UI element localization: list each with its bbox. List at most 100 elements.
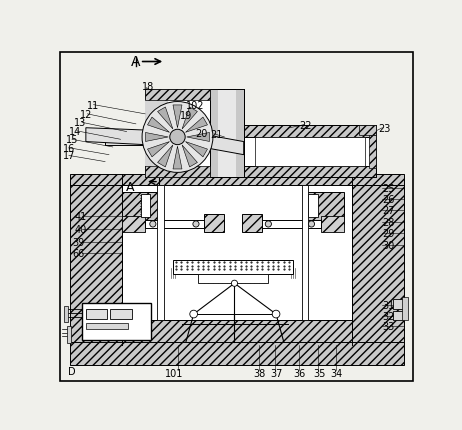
Bar — [302, 186, 309, 320]
Polygon shape — [105, 131, 145, 145]
Text: 22: 22 — [299, 120, 312, 130]
Text: A: A — [131, 55, 140, 69]
Bar — [145, 90, 210, 178]
Bar — [122, 192, 161, 224]
Bar — [110, 309, 132, 320]
Bar — [122, 216, 145, 233]
Text: 39: 39 — [73, 238, 85, 248]
Bar — [352, 184, 404, 345]
Bar — [145, 90, 210, 101]
Polygon shape — [86, 129, 145, 145]
Text: 38: 38 — [254, 368, 266, 378]
Polygon shape — [158, 146, 173, 168]
Text: D: D — [68, 366, 76, 376]
Polygon shape — [147, 118, 170, 133]
Polygon shape — [146, 133, 168, 142]
Bar — [82, 304, 152, 341]
Bar — [70, 175, 404, 185]
Polygon shape — [182, 108, 197, 130]
Bar — [309, 194, 318, 218]
Bar — [64, 307, 68, 322]
Text: 13: 13 — [74, 118, 86, 128]
Polygon shape — [173, 147, 182, 169]
Bar — [321, 216, 344, 233]
Bar — [255, 138, 365, 167]
Bar — [145, 167, 210, 178]
Bar — [173, 261, 293, 274]
Circle shape — [170, 130, 185, 145]
Text: 20: 20 — [195, 129, 207, 139]
Text: 37: 37 — [270, 368, 282, 378]
Text: 27: 27 — [383, 206, 395, 215]
Text: 36: 36 — [294, 368, 306, 378]
Bar — [261, 221, 321, 228]
Bar — [210, 90, 218, 178]
Circle shape — [193, 221, 199, 227]
Bar — [122, 185, 352, 320]
Text: 31: 31 — [383, 300, 395, 310]
Bar — [393, 311, 404, 320]
Bar — [242, 215, 262, 233]
Text: 25: 25 — [383, 183, 395, 194]
Bar — [70, 342, 404, 365]
Text: 35: 35 — [313, 368, 325, 378]
Bar — [67, 327, 71, 344]
Bar — [244, 126, 376, 138]
Bar — [244, 167, 376, 178]
Text: 18: 18 — [142, 82, 154, 92]
Text: 19: 19 — [180, 111, 192, 120]
Text: 29: 29 — [383, 229, 395, 239]
Bar — [86, 323, 128, 329]
Bar — [244, 126, 376, 178]
Text: 11: 11 — [87, 100, 99, 111]
Bar — [236, 90, 244, 178]
Text: 66: 66 — [73, 249, 85, 258]
Polygon shape — [210, 136, 244, 155]
Bar — [122, 320, 352, 345]
Bar — [86, 309, 108, 320]
Text: 15: 15 — [66, 135, 78, 145]
Bar — [145, 101, 168, 167]
Bar — [198, 274, 268, 284]
Text: 33: 33 — [383, 322, 395, 332]
Text: 41: 41 — [74, 212, 86, 222]
Circle shape — [231, 280, 237, 287]
Bar — [204, 215, 224, 233]
Text: 21: 21 — [210, 129, 222, 140]
Bar — [369, 136, 376, 169]
Circle shape — [272, 310, 280, 318]
Bar — [359, 126, 376, 136]
Text: 40: 40 — [74, 225, 86, 235]
Bar — [70, 184, 122, 345]
Bar — [402, 298, 408, 320]
Bar — [210, 90, 244, 178]
Circle shape — [309, 221, 315, 227]
Circle shape — [142, 102, 213, 173]
Text: 102: 102 — [186, 100, 205, 111]
Circle shape — [150, 221, 156, 227]
Text: 17: 17 — [63, 151, 75, 161]
Bar — [393, 299, 404, 310]
Polygon shape — [185, 118, 207, 133]
Text: 32: 32 — [383, 311, 395, 321]
Polygon shape — [185, 142, 207, 157]
Text: 14: 14 — [69, 126, 81, 136]
Text: 28: 28 — [383, 217, 395, 227]
Text: 16: 16 — [63, 144, 75, 154]
Polygon shape — [187, 133, 209, 142]
Text: 23: 23 — [378, 123, 391, 133]
Circle shape — [190, 310, 198, 318]
Polygon shape — [158, 108, 173, 130]
Bar — [158, 186, 164, 320]
Text: 26: 26 — [383, 194, 395, 204]
Bar — [145, 221, 205, 228]
Text: 101: 101 — [165, 368, 183, 378]
Circle shape — [265, 221, 272, 227]
Text: 34: 34 — [331, 368, 343, 378]
Polygon shape — [147, 142, 170, 157]
Text: 12: 12 — [80, 110, 92, 120]
Bar — [305, 192, 344, 224]
Text: 30: 30 — [383, 240, 395, 250]
Polygon shape — [182, 146, 197, 168]
Polygon shape — [173, 106, 182, 129]
